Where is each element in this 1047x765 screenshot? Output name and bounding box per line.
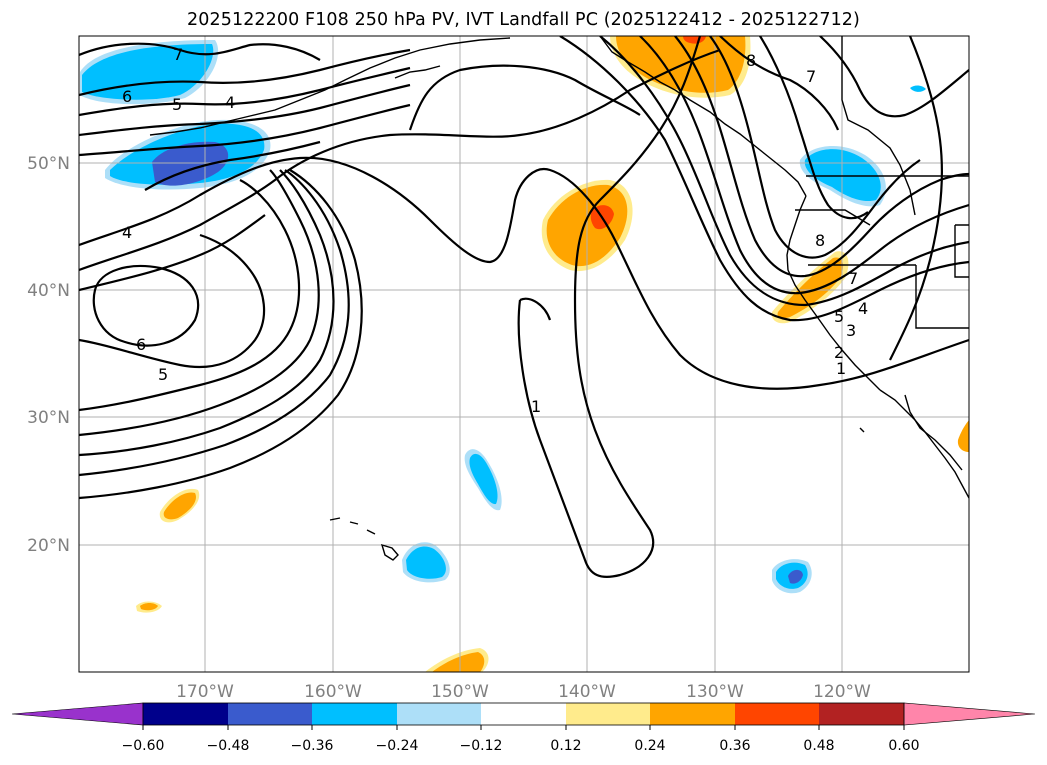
positive-anomaly-region bbox=[163, 492, 196, 520]
colorbar-ticks bbox=[142, 725, 905, 730]
colorbar-tick-label: −0.60 bbox=[122, 738, 165, 754]
negative-anomaly-region bbox=[469, 453, 498, 505]
lon-tick-label: 150°W bbox=[431, 682, 489, 702]
positive-anomaly-region bbox=[432, 652, 485, 672]
colorbar-tick-label: 0.24 bbox=[634, 738, 665, 754]
colorbar-segment bbox=[819, 703, 904, 725]
colorbar-tick-label: 0.60 bbox=[888, 738, 919, 754]
colorbar-segment bbox=[397, 703, 481, 725]
negative-anomaly-region bbox=[406, 546, 446, 579]
contour-label: 7 bbox=[173, 45, 183, 64]
contour-label: 5 bbox=[834, 307, 844, 326]
contour-label: 7 bbox=[848, 269, 858, 288]
lat-tick-label: 20°N bbox=[27, 536, 70, 556]
lat-tick-label: 50°N bbox=[27, 154, 70, 174]
latitude-tick-labels: 50°N 40°N 30°N 20°N bbox=[27, 154, 70, 556]
lon-tick-label: 160°W bbox=[304, 682, 362, 702]
lon-tick-label: 120°W bbox=[813, 682, 871, 702]
lat-tick-label: 30°N bbox=[27, 408, 70, 428]
negative-anomaly-region bbox=[82, 44, 214, 100]
positive-anomaly-region bbox=[777, 257, 844, 319]
contour-label: 6 bbox=[122, 87, 132, 106]
colorbar: −0.60 −0.48 −0.36 −0.24 −0.12 0.12 0.24 … bbox=[11, 702, 1036, 754]
lon-tick-label: 140°W bbox=[558, 682, 616, 702]
contour-label: 5 bbox=[172, 95, 182, 114]
colorbar-tick-label: 0.36 bbox=[719, 738, 750, 754]
contour-labels: 7 6 5 4 4 6 5 1 8 7 8 7 5 4 3 2 1 bbox=[122, 45, 868, 416]
contour-label: 1 bbox=[531, 397, 541, 416]
contour-label: 4 bbox=[122, 223, 132, 242]
colorbar-segment bbox=[650, 703, 735, 725]
colorbar-tick-label: 0.12 bbox=[550, 738, 581, 754]
contour-label: 5 bbox=[158, 365, 168, 384]
lat-tick-label: 40°N bbox=[27, 281, 70, 301]
positive-anomaly-region bbox=[957, 420, 969, 452]
colorbar-segment bbox=[312, 703, 397, 725]
pv-contours bbox=[79, 36, 969, 578]
colorbar-tick-label: −0.24 bbox=[376, 738, 419, 754]
longitude-tick-labels: 170°W 160°W 150°W 140°W 130°W 120°W bbox=[176, 682, 871, 702]
colorbar-segment bbox=[566, 703, 650, 725]
contour-label: 4 bbox=[225, 93, 235, 112]
colorbar-segment bbox=[481, 703, 566, 725]
contour-label: 8 bbox=[815, 231, 825, 250]
colorbar-segment bbox=[735, 703, 819, 725]
contour-label: 3 bbox=[846, 321, 856, 340]
contour-label: 6 bbox=[136, 335, 146, 354]
colorbar-over-triangle bbox=[903, 702, 1036, 726]
colorbar-tick-label: −0.12 bbox=[460, 738, 503, 754]
colorbar-under-triangle bbox=[11, 702, 144, 726]
contour-label: 8 bbox=[746, 51, 756, 70]
colorbar-segment bbox=[228, 703, 312, 725]
colorbar-tick-label: 0.48 bbox=[803, 738, 834, 754]
colorbar-tick-label: −0.48 bbox=[207, 738, 250, 754]
lon-tick-label: 130°W bbox=[686, 682, 744, 702]
colorbar-segment bbox=[143, 703, 228, 725]
contour-label: 4 bbox=[858, 299, 868, 318]
contour-label: 7 bbox=[806, 67, 816, 86]
contour-label: 1 bbox=[836, 359, 846, 378]
negative-anomaly-region bbox=[804, 149, 881, 202]
negative-anomaly-region bbox=[152, 141, 229, 186]
map-title: 2025122200 F108 250 hPa PV, IVT Landfall… bbox=[187, 10, 860, 30]
lon-tick-label: 170°W bbox=[176, 682, 234, 702]
negative-anomaly-region bbox=[910, 85, 926, 92]
colorbar-tick-label: −0.36 bbox=[291, 738, 334, 754]
positive-anomaly-region bbox=[140, 603, 158, 611]
colorbar-outline bbox=[142, 702, 905, 726]
map-frame bbox=[78, 35, 970, 673]
negative-anomaly-region bbox=[788, 569, 803, 584]
contour-label: 2 bbox=[834, 343, 844, 362]
